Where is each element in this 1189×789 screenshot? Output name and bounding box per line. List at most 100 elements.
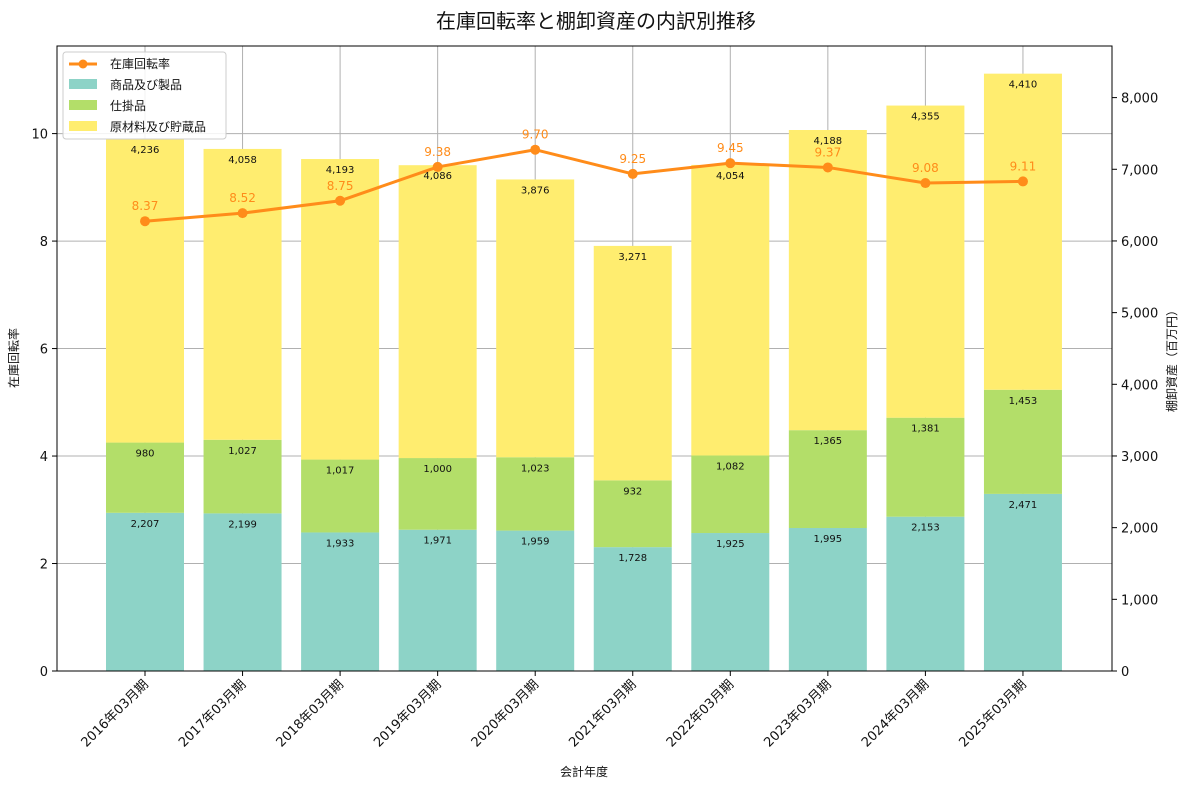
bar-value-label: 2,471 [1009, 500, 1038, 511]
turnover-value-label: 9.08 [912, 161, 939, 175]
x-tick-label: 2021年03月期 [566, 677, 639, 750]
bar-layer [106, 73, 1062, 671]
bar-segment [886, 516, 965, 671]
bar-value-label: 1,959 [521, 537, 550, 548]
bar-value-label: 2,207 [131, 519, 160, 530]
bar-value-label: 1,381 [911, 424, 940, 435]
bar-segment [788, 528, 867, 671]
y-right-tick-label: 6,000 [1121, 235, 1158, 250]
bar-value-label: 4,188 [814, 136, 843, 147]
bar-value-label: 2,153 [911, 523, 940, 534]
bar-segment [886, 417, 965, 517]
x-tick-label: 2020年03月期 [469, 677, 542, 750]
bar-segment [106, 138, 184, 443]
x-tick-label: 2023年03月期 [761, 677, 834, 750]
y-right-tick-label: 1,000 [1121, 593, 1158, 608]
y-right-tick-label: 5,000 [1121, 307, 1158, 322]
y-right-tick-label: 0 [1121, 665, 1129, 680]
x-tick-label: 2024年03月期 [859, 677, 932, 750]
y-right-tick-label: 4,000 [1121, 378, 1158, 393]
bar-value-label: 1,453 [1009, 396, 1038, 407]
bar-value-label: 4,058 [228, 155, 257, 166]
y-left-tick-label: 10 [31, 128, 48, 143]
legend-swatch-materials [69, 121, 97, 131]
bar-segment [203, 513, 282, 671]
bar-value-label: 1,023 [521, 463, 550, 474]
legend-box [62, 51, 227, 140]
bar-value-label: 1,017 [326, 466, 355, 477]
legend-label-materials: 原材料及び貯蔵品 [110, 120, 206, 134]
bar-value-label: 4,355 [911, 112, 940, 123]
bar-value-label: 1,082 [716, 461, 745, 472]
legend-label-wip: 仕掛品 [110, 98, 146, 113]
bar-segment [788, 130, 867, 431]
bar-segment [203, 439, 282, 514]
x-tick-label: 2018年03月期 [274, 677, 347, 750]
bar-value-label: 4,193 [326, 165, 355, 176]
line-layer: 8.37 8.52 8.75 9.38 9.70 9.25 9.45 9.37 9.08 9.11 [132, 128, 1037, 227]
bar-segment [301, 532, 380, 671]
bar-value-label: 1,000 [423, 464, 452, 475]
y-right-tick-label: 2,000 [1121, 522, 1158, 537]
turnover-value-label: 9.11 [1010, 159, 1037, 173]
plot-frame [56, 45, 1113, 672]
turnover-value-label: 8.75 [327, 179, 354, 193]
y-axis-left-label: 在庫回転率 [6, 328, 21, 388]
bar-segment [301, 159, 380, 460]
bar-segment [203, 148, 282, 440]
y-right-tick-label: 3,000 [1121, 450, 1158, 465]
turnover-point [237, 208, 248, 219]
turnover-value-label: 8.52 [229, 191, 256, 205]
turnover-value-label: 8.37 [132, 199, 159, 213]
legend: 在庫回転率 商品及び製品 仕掛品 原材料及び貯蔵品 [62, 51, 227, 140]
bar-segment [398, 458, 477, 530]
bar-segment [106, 442, 184, 513]
turnover-value-label: 9.45 [717, 141, 744, 155]
turnover-point [920, 178, 931, 189]
turnover-line [144, 148, 1023, 223]
bar-value-label: 1,728 [618, 553, 647, 564]
turnover-point [822, 162, 833, 173]
y-left-tick-label: 2 [40, 558, 48, 573]
chart-title: 在庫回転率と棚卸資産の内訳別推移 [436, 9, 756, 33]
legend-swatch-wip [69, 100, 97, 110]
turnover-value-label: 9.37 [814, 145, 841, 159]
bar-value-label: 4,086 [423, 171, 452, 182]
bar-value-label: 4,410 [1009, 80, 1038, 91]
x-tick-label: 2016年03月期 [79, 677, 152, 750]
turnover-value-label: 9.70 [522, 128, 549, 142]
bar-segment [983, 493, 1062, 671]
bar-value-label: 4,054 [716, 171, 745, 182]
x-tick-label: 2022年03月期 [664, 677, 737, 750]
bar-value-label: 932 [623, 486, 642, 497]
bar-label-layer: 2,207 980 4,236 2,199 1,027 4,058 1,933 1,017 4,… [131, 80, 1038, 564]
turnover-point [1017, 176, 1028, 187]
bar-segment [593, 245, 672, 481]
bar-segment [691, 164, 770, 456]
bar-segment [788, 430, 867, 529]
bar-value-label: 3,271 [618, 252, 647, 263]
bar-value-label: 1,995 [814, 534, 843, 545]
bar-segment [301, 459, 380, 533]
bar-value-label: 3,876 [521, 185, 550, 196]
bar-segment [983, 73, 1062, 390]
x-tick-label: 2019年03月期 [371, 677, 444, 750]
turnover-point [335, 195, 346, 206]
bar-value-label: 1,925 [716, 539, 745, 550]
bar-segment [691, 533, 770, 671]
y-right-tick-label: 8,000 [1121, 92, 1158, 107]
x-tick-label: 2017年03月期 [176, 677, 249, 750]
legend-line-marker [78, 59, 88, 69]
y-right-tick-label: 7,000 [1121, 163, 1158, 178]
bar-segment [593, 547, 672, 671]
turnover-value-label: 9.25 [619, 152, 646, 166]
bar-segment [593, 480, 672, 548]
bar-value-label: 1,933 [326, 538, 355, 549]
bar-value-label: 980 [135, 449, 154, 460]
x-tick-label: 2025年03月期 [956, 677, 1029, 750]
turnover-point [140, 216, 150, 227]
bar-value-label: 1,365 [814, 436, 843, 447]
y-axis-right-label: 棚卸資産（百万円） [1164, 304, 1179, 412]
turnover-point [530, 144, 541, 155]
